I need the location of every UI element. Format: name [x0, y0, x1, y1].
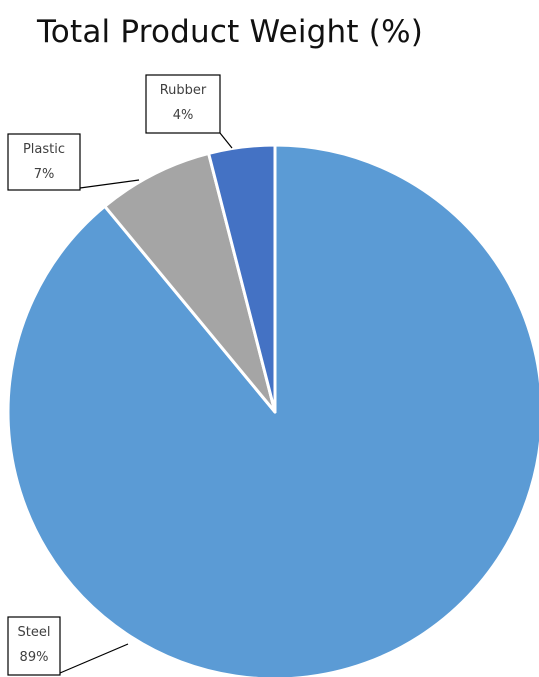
callout-steel: Steel 89% [7, 616, 129, 676]
leader-line [219, 132, 233, 149]
pie-slice-plastic [103, 151, 277, 414]
callout-box [7, 616, 61, 676]
leader-line [79, 179, 140, 189]
data-callouts: Steel 89% Plastic 7% Rubber 4% [7, 74, 233, 676]
callout-plastic: Plastic 7% [7, 133, 140, 191]
leader-line [59, 643, 129, 674]
callout-rubber: Rubber 4% [145, 74, 233, 149]
callout-box [145, 74, 221, 134]
pie-slice-rubber [207, 143, 277, 414]
slice-value-plastic: 7% [34, 167, 55, 182]
pie-slices [6, 143, 539, 677]
chart-title: Total Product Weight (%) [36, 14, 424, 50]
slice-label-steel: Steel [18, 625, 51, 640]
slice-value-steel: 89% [20, 650, 49, 665]
slice-label-rubber: Rubber [160, 83, 207, 98]
callout-box [7, 133, 81, 191]
slice-label-plastic: Plastic [23, 142, 65, 157]
slice-value-rubber: 4% [173, 108, 194, 123]
